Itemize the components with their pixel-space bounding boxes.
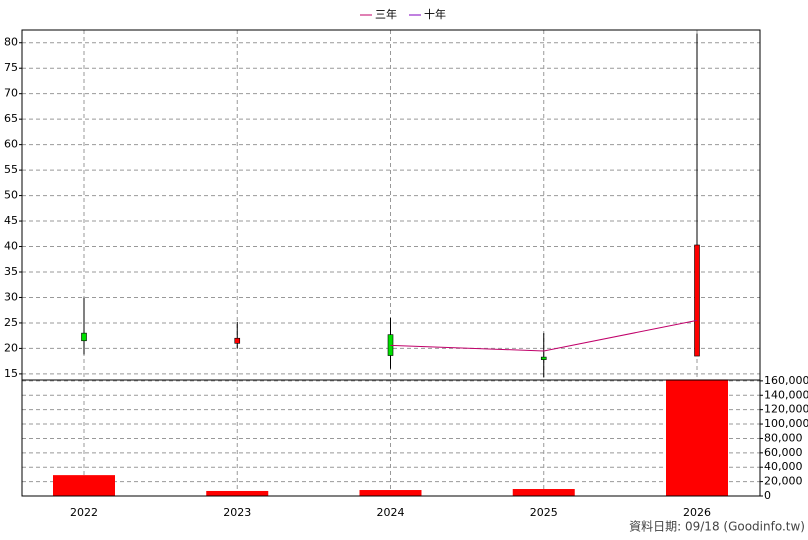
y2-tick-label: 20,000 xyxy=(764,475,803,488)
y2-tick-label: 160,000 xyxy=(764,374,808,387)
y-tick-label: 80 xyxy=(4,36,18,49)
y-tick-label: 65 xyxy=(4,112,18,125)
y-tick-label: 60 xyxy=(4,138,18,151)
volume-bar xyxy=(666,379,728,496)
footer: 資料日期: 09/18 (Goodinfo.tw) xyxy=(629,520,805,534)
y-tick-label: 35 xyxy=(4,265,18,278)
x-tick-label: 2022 xyxy=(70,506,98,519)
candle-body xyxy=(234,337,241,344)
y-tick-label: 30 xyxy=(4,290,18,303)
y2-tick-label: 40,000 xyxy=(764,460,803,473)
y-tick-label: 20 xyxy=(4,341,18,354)
x-tick-label: 2026 xyxy=(683,506,711,519)
y-tick-label: 15 xyxy=(4,367,18,380)
candle-body xyxy=(81,332,87,342)
y-tick-label: 45 xyxy=(4,214,18,227)
y2-tick-label: 100,000 xyxy=(764,417,808,430)
y-tick-label: 55 xyxy=(4,163,18,176)
volume-frame xyxy=(21,379,761,497)
y2-tick-label: 60,000 xyxy=(764,446,803,459)
y-tick-label: 40 xyxy=(4,240,18,253)
y2-tick-label: 140,000 xyxy=(764,388,808,401)
legend-label: 三年 xyxy=(375,7,397,21)
x-tick-label: 2023 xyxy=(223,506,251,519)
y-tick-label: 75 xyxy=(4,61,18,74)
y-tick-label: 50 xyxy=(4,189,18,202)
volume-bar xyxy=(53,475,115,496)
x-tick-label: 2025 xyxy=(530,506,558,519)
y2-tick-label: 80,000 xyxy=(764,431,803,444)
volume-bar xyxy=(512,489,575,496)
volume-bar xyxy=(206,490,269,496)
candle-body xyxy=(694,244,700,357)
line-series xyxy=(390,319,698,352)
y2-tick-label: 0 xyxy=(764,489,771,502)
volume-bar xyxy=(359,490,422,496)
y-tick-label: 25 xyxy=(4,316,18,329)
y2-tick-label: 120,000 xyxy=(764,403,808,416)
x-tick-label: 2024 xyxy=(377,506,405,519)
legend-label: 十年 xyxy=(424,7,446,21)
y-tick-label: 70 xyxy=(4,87,18,100)
candle-body xyxy=(540,356,547,360)
